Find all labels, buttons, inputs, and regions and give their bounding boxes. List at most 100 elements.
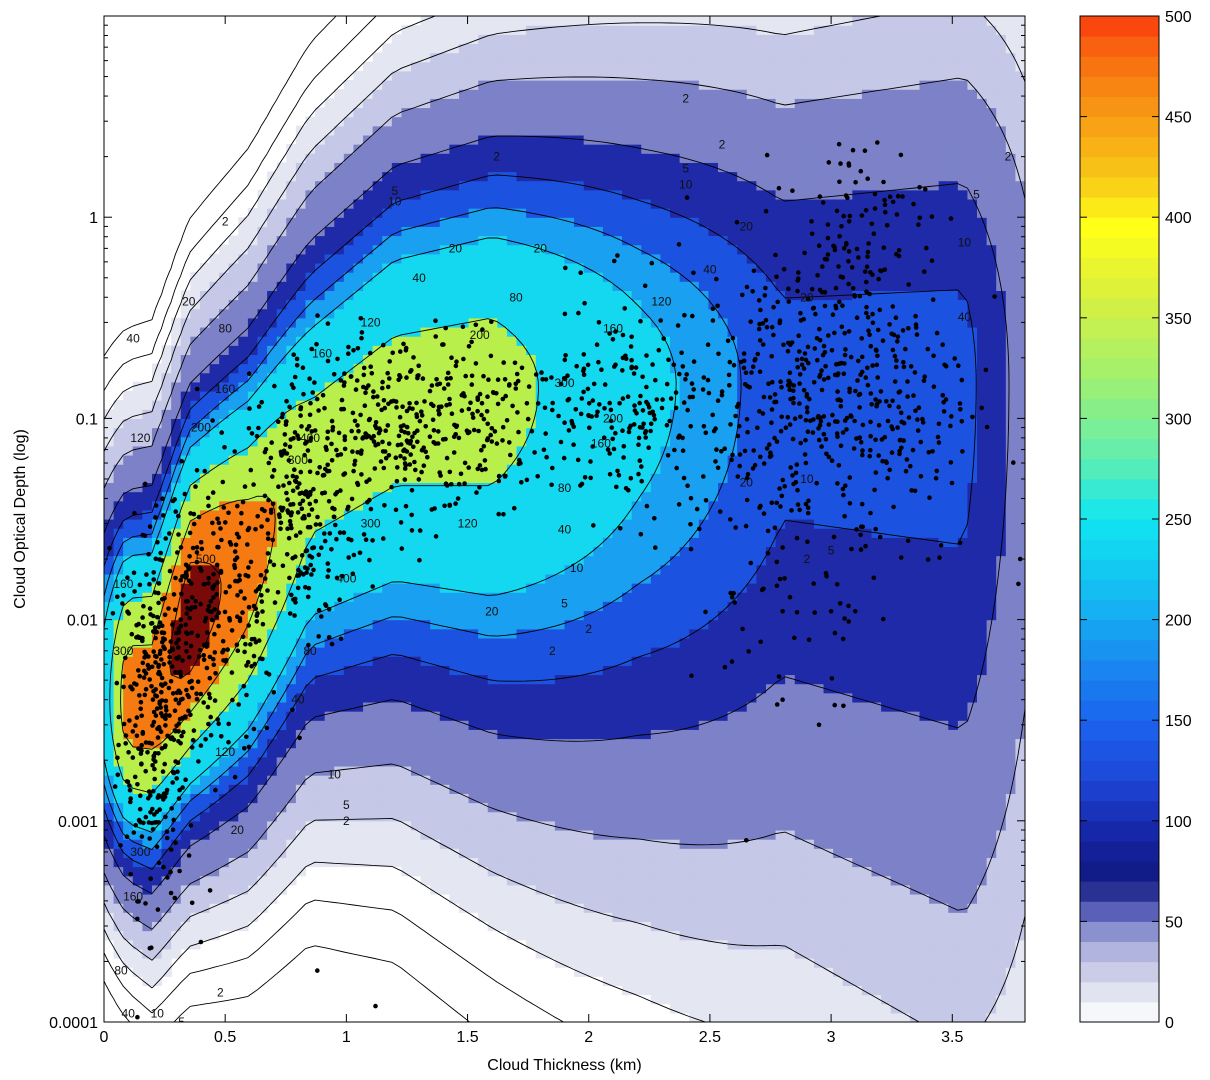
contour-band-cell <box>1015 866 1025 877</box>
contour-band-cell <box>257 683 268 694</box>
contour-band-cell <box>871 903 882 913</box>
contour-band-cell <box>113 921 124 932</box>
contour-band-cell <box>564 765 575 776</box>
contour-band-cell <box>401 720 412 730</box>
contour-band-cell <box>650 637 662 648</box>
contour-band-cell <box>411 683 422 694</box>
contour-band-cell <box>967 775 978 785</box>
contour-band-cell <box>593 592 604 602</box>
contour-band-cell <box>948 884 959 895</box>
contour-band-cell <box>238 555 249 566</box>
contour-band-cell <box>161 903 172 913</box>
contour-band-cell <box>276 729 287 740</box>
contour-band-cell <box>372 674 383 685</box>
contour-band-cell <box>871 765 882 776</box>
contour-band-cell <box>929 674 940 685</box>
contour-band-cell <box>372 784 383 794</box>
contour-band-cell <box>689 784 700 794</box>
contour-band-cell <box>458 701 470 712</box>
contour-band-cell <box>718 829 729 840</box>
contour-band-cell <box>497 893 508 904</box>
contour-band-cell <box>756 893 767 904</box>
contour-band-cell <box>161 866 172 877</box>
contour-band-cell <box>813 546 825 557</box>
contour-band-cell <box>401 656 412 666</box>
contour-band-cell <box>785 720 796 730</box>
contour-band-cell <box>151 866 163 877</box>
contour-band-cell <box>430 637 441 648</box>
contour-band-cell <box>919 802 930 813</box>
contour-band-cell <box>670 683 681 694</box>
contour-band-cell <box>852 564 863 575</box>
contour-band-cell <box>343 811 355 822</box>
contour-band-cell <box>411 811 422 822</box>
contour-band-cell <box>833 546 844 557</box>
contour-band-cell <box>113 555 124 566</box>
contour-band-cell <box>142 775 153 785</box>
contour-band-cell <box>334 537 345 548</box>
contour-band-cell <box>708 976 719 987</box>
contour-band-cell <box>439 839 450 849</box>
contour-band-cell <box>526 665 537 676</box>
contour-band-cell <box>698 583 709 593</box>
contour-band-cell <box>957 957 969 968</box>
contour-band-cell <box>890 866 901 877</box>
contour-band-cell <box>785 775 796 785</box>
contour-band-cell <box>1005 857 1016 868</box>
contour-band-cell <box>967 820 978 831</box>
contour-band-cell <box>804 747 815 758</box>
contour-band-cell <box>506 692 518 703</box>
contour-band-cell <box>305 829 316 840</box>
contour-band-cell <box>679 903 690 913</box>
contour-band-cell <box>526 738 537 749</box>
contour-band-cell <box>123 692 134 703</box>
contour-band-cell <box>545 637 556 648</box>
contour-band-cell <box>487 555 498 566</box>
contour-band-cell <box>890 491 901 502</box>
contour-band-cell <box>622 546 633 557</box>
contour-band-cell <box>363 729 374 740</box>
contour-band-cell <box>909 528 921 538</box>
contour-band-cell <box>823 1003 834 1014</box>
contour-band-cell <box>929 665 940 676</box>
contour-band-cell <box>919 491 930 502</box>
contour-band-cell <box>190 839 201 849</box>
contour-band-cell <box>833 500 844 511</box>
contour-band-cell <box>813 765 825 776</box>
contour-band-cell <box>478 601 489 612</box>
contour-band-cell <box>861 811 873 822</box>
contour-band-cell <box>382 775 393 785</box>
contour-band-cell <box>948 711 959 721</box>
contour-band-cell <box>602 656 614 666</box>
contour-band-cell <box>315 619 326 630</box>
contour-band-cell <box>900 564 911 575</box>
contour-band-cell <box>823 509 834 520</box>
contour-band-cell <box>487 921 498 932</box>
contour-band-cell <box>977 500 988 511</box>
contour-band-cell <box>679 491 690 502</box>
contour-band-cell <box>219 884 230 895</box>
contour-band-cell <box>353 811 364 822</box>
contour-band-cell <box>622 820 633 831</box>
contour-band-cell <box>123 793 134 804</box>
contour-band-cell <box>679 948 690 959</box>
contour-band-cell <box>775 793 786 804</box>
contour-band-cell <box>689 839 700 849</box>
contour-band-cell <box>526 893 537 904</box>
contour-band-cell <box>535 857 546 868</box>
contour-band-cell <box>593 930 604 941</box>
contour-band-cell <box>458 820 470 831</box>
contour-band-cell <box>929 1003 940 1014</box>
contour-band-cell <box>986 583 997 593</box>
contour-band-cell <box>986 784 997 794</box>
contour-band-cell <box>468 564 479 575</box>
contour-band-cell <box>334 839 345 849</box>
contour-band-cell <box>545 619 556 630</box>
contour-band-cell <box>698 701 709 712</box>
contour-band-cell <box>564 692 575 703</box>
contour-band-cell <box>852 985 863 996</box>
contour-band-cell <box>804 948 815 959</box>
contour-band-cell <box>986 884 997 895</box>
contour-band-cell <box>631 802 642 813</box>
